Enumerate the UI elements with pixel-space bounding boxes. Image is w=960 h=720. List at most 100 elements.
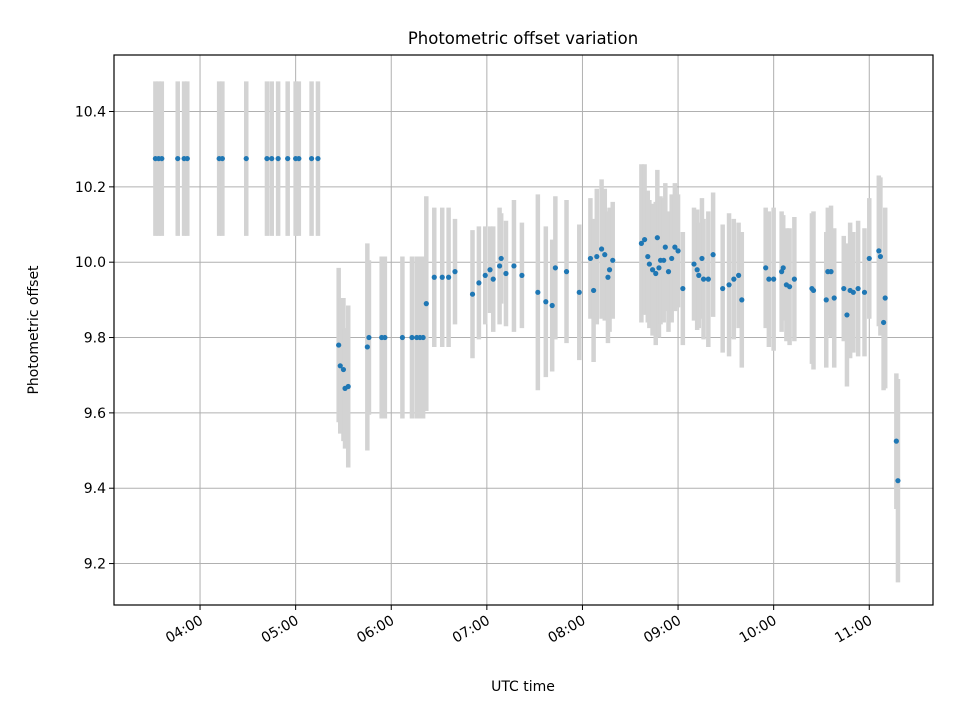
y-tick-label: 10.0 xyxy=(75,255,106,271)
data-point xyxy=(895,478,901,484)
data-point xyxy=(881,319,887,326)
y-axis-label: Photometric offset xyxy=(26,265,42,395)
y-tick-label: 10.2 xyxy=(75,180,106,196)
data-point xyxy=(731,276,737,282)
y-tick-label: 9.6 xyxy=(84,406,106,422)
data-point xyxy=(503,270,509,277)
data-point xyxy=(576,289,582,295)
data-point xyxy=(861,289,868,295)
data-point xyxy=(780,265,786,271)
data-point xyxy=(610,257,616,263)
data-point xyxy=(654,235,660,241)
data-point xyxy=(736,272,742,278)
axis-ticks: 04:00 05:00 06:00 07:00 08:00 09:00 10:00 11:00… xyxy=(75,105,875,647)
data-point xyxy=(315,155,321,162)
data-point xyxy=(699,255,705,262)
data-point xyxy=(876,248,882,254)
data-point xyxy=(680,285,686,292)
data-point xyxy=(649,267,656,273)
data-point xyxy=(439,274,445,280)
data-point xyxy=(269,155,275,162)
data-point xyxy=(452,269,458,275)
data-point xyxy=(431,274,437,280)
data-point xyxy=(823,297,829,303)
data-point xyxy=(694,267,700,273)
x-tick-label: 05:00 xyxy=(259,613,302,647)
data-point xyxy=(476,280,482,286)
data-point xyxy=(366,334,372,341)
data-point xyxy=(646,261,652,267)
data-point xyxy=(345,383,351,390)
data-point xyxy=(638,240,645,246)
data-point xyxy=(340,366,347,373)
chart-title: Photometric offset variation xyxy=(408,29,638,48)
data-point xyxy=(877,253,884,260)
x-tick-label: 11:00 xyxy=(832,613,875,647)
data-point xyxy=(337,363,343,369)
data-point xyxy=(691,261,697,267)
plot-frame xyxy=(113,54,934,606)
data-point xyxy=(487,267,493,273)
data-point xyxy=(893,438,899,444)
data-point xyxy=(184,155,190,162)
data-point xyxy=(844,312,850,318)
data-point xyxy=(602,252,608,258)
data-point xyxy=(710,252,716,258)
data-point xyxy=(766,276,772,282)
data-point xyxy=(656,265,662,271)
data-point xyxy=(264,155,270,162)
data-point xyxy=(469,291,476,297)
data-point xyxy=(285,155,291,162)
data-point xyxy=(399,334,406,341)
data-point xyxy=(563,269,570,275)
data-point xyxy=(831,295,837,301)
data-point xyxy=(364,344,370,350)
data-point xyxy=(552,265,558,271)
data-point xyxy=(275,155,281,162)
x-tick-label: 09:00 xyxy=(641,613,684,647)
data-point xyxy=(519,272,525,278)
x-axis-label: UTC time xyxy=(491,679,555,695)
data-point xyxy=(653,270,659,277)
y-tick-label: 10.4 xyxy=(75,105,106,121)
x-tick-label: 08:00 xyxy=(546,613,589,647)
data-point xyxy=(605,274,611,280)
data-point xyxy=(594,253,600,260)
data-point xyxy=(420,334,426,341)
data-point xyxy=(423,301,429,307)
data-point xyxy=(786,284,793,290)
data-point xyxy=(669,255,675,262)
data-point xyxy=(696,272,702,278)
data-point xyxy=(382,334,388,341)
data-point xyxy=(446,274,452,280)
x-tick-label: 06:00 xyxy=(354,613,397,647)
data-point xyxy=(705,276,711,282)
data-point xyxy=(219,155,225,162)
data-point xyxy=(882,295,888,301)
data-point xyxy=(855,285,861,292)
data-point xyxy=(791,276,797,282)
data-point xyxy=(726,282,732,288)
data-point xyxy=(496,263,503,269)
data-point xyxy=(490,276,496,282)
x-tick-label: 07:00 xyxy=(450,613,493,647)
data-point xyxy=(665,269,672,275)
data-point xyxy=(866,255,872,262)
data-point xyxy=(675,248,681,254)
data-point xyxy=(535,289,541,295)
data-point xyxy=(810,287,817,294)
data-points xyxy=(152,155,901,484)
data-point xyxy=(159,155,165,162)
data-point xyxy=(308,155,315,162)
data-point xyxy=(511,263,517,269)
data-point xyxy=(591,287,597,294)
y-tick-label: 9.8 xyxy=(84,331,106,347)
data-point xyxy=(828,269,834,275)
data-point xyxy=(409,334,415,341)
data-point xyxy=(700,276,707,282)
data-point xyxy=(243,155,249,162)
data-point xyxy=(641,236,648,243)
x-tick-label: 10:00 xyxy=(737,613,780,647)
data-point xyxy=(482,272,488,278)
